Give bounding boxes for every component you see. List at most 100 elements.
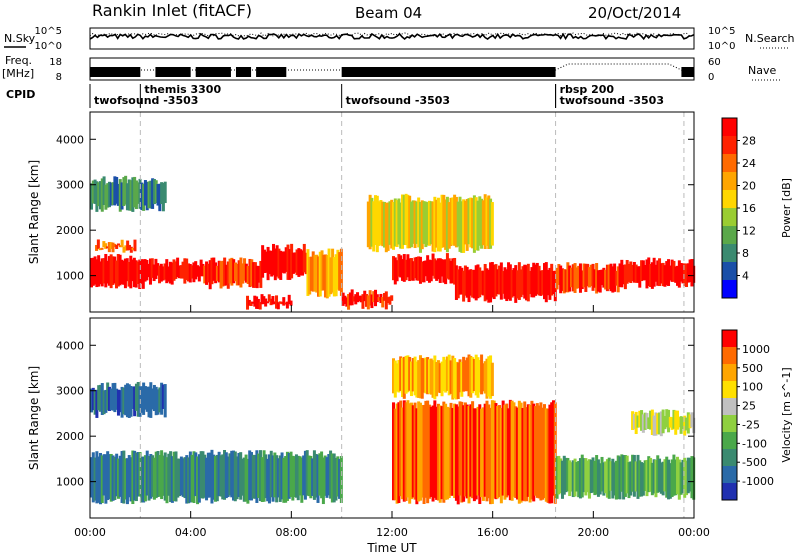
cell-b2-77 (530, 400, 534, 500)
cell-b12-59 (472, 195, 476, 253)
cell-b9-43 (532, 262, 536, 298)
cell-b10-28 (605, 264, 609, 292)
cell-b3-40 (463, 360, 467, 392)
cell-b8-16 (420, 261, 424, 283)
cell-b2-10 (409, 402, 413, 500)
cpid-segment-label-1: themis 3300 (144, 83, 221, 96)
cell-b2-28 (196, 265, 200, 277)
cell-b12-49 (454, 196, 458, 248)
cell-b8-26 (438, 258, 442, 283)
cell-b12-69 (490, 202, 494, 246)
cell-b4-7 (273, 248, 277, 281)
cell-b3-29 (255, 265, 259, 289)
colorbar-swatch-2 (722, 364, 737, 382)
cell-b11-20 (654, 264, 658, 282)
date-title: 20/Oct/2014 (588, 4, 681, 22)
cell-b0-84 (241, 458, 244, 496)
cell-b5-20 (667, 409, 671, 433)
cell-b13-14 (115, 176, 119, 204)
cell-b4-57 (658, 458, 662, 492)
cell-b2-67 (512, 402, 516, 497)
cell-b7-12 (363, 290, 367, 302)
cell-b0-113 (293, 456, 297, 498)
y-tick-label-3: 4000 (56, 339, 84, 352)
cell-b2-16 (174, 261, 178, 279)
cell-b5-15 (658, 412, 662, 435)
cell-b10-3 (560, 268, 564, 291)
cell-b12-36 (431, 201, 435, 252)
cell-b4-39 (625, 455, 629, 494)
cell-b3-53 (487, 356, 491, 397)
cell-b9-1 (456, 269, 460, 299)
cell-b5-17 (661, 409, 665, 434)
cell-b2-21 (183, 258, 187, 284)
cell-b1-25 (134, 383, 138, 411)
cell-b8-30 (445, 253, 449, 279)
cell-b0-74 (223, 449, 227, 500)
cell-b2-41 (465, 404, 469, 499)
cell-b5-14 (271, 296, 275, 305)
cell-b13-2 (93, 179, 97, 204)
cell-b5-24 (289, 300, 293, 306)
cell-b0-108 (284, 456, 288, 503)
cell-b4-59 (661, 461, 665, 496)
cell-b0-1 (91, 257, 95, 286)
cell-b0-63 (203, 454, 207, 498)
colorbar-swatch-4 (722, 398, 737, 416)
cell-b4-24 (304, 252, 308, 275)
cell-b5-21 (668, 416, 672, 428)
cell-b3-24 (246, 266, 250, 285)
cell-b5-31 (686, 412, 690, 434)
cell-b1-7 (102, 390, 106, 415)
cell-b12-0 (366, 201, 370, 248)
cell-b4-17 (586, 460, 590, 493)
cell-b4-13 (284, 247, 288, 272)
cell-b0-119 (303, 450, 307, 500)
cell-b9-47 (539, 270, 543, 296)
cell-b7-10 (359, 295, 363, 303)
cell-b9-8 (469, 269, 473, 296)
data-cells (90, 354, 696, 505)
cell-b5-2 (249, 301, 253, 306)
cell-b0-2 (93, 256, 97, 285)
cell-b4-19 (295, 249, 299, 276)
cell-b0-128 (320, 451, 324, 499)
cell-b2-80 (535, 403, 539, 498)
cell-b12-26 (413, 200, 417, 249)
cell-b4-9 (277, 248, 281, 279)
cell-b2-27 (194, 261, 198, 280)
cell-b2-3 (397, 402, 401, 504)
y-tick-label-0: 1000 (56, 270, 84, 283)
cell-b2-35 (454, 404, 458, 501)
cell-b5-12 (652, 415, 656, 436)
cell-b1-21 (127, 384, 131, 418)
cell-b0-79 (232, 450, 236, 501)
cell-b11-3 (623, 264, 627, 290)
cell-b9-12 (476, 264, 480, 299)
cell-b11-26 (665, 261, 669, 286)
cell-b0-89 (249, 452, 253, 501)
cell-b0-41 (163, 452, 167, 501)
cell-b2-4 (152, 264, 156, 282)
cell-b0-54 (187, 457, 191, 504)
cell-b12-54 (463, 200, 467, 245)
cell-b3-50 (481, 363, 485, 392)
cell-b0-120 (305, 450, 309, 496)
cell-b1-24 (133, 386, 137, 417)
y-tick-label-2: 3000 (56, 385, 84, 398)
cell-b10-19 (589, 264, 593, 287)
cell-b8-27 (440, 259, 444, 277)
cell-b8-21 (429, 260, 433, 282)
cell-b2-7 (404, 402, 408, 501)
cell-b3-30 (445, 356, 449, 391)
cell-b3-29 (444, 359, 448, 393)
cell-b10-6 (566, 262, 570, 293)
cell-b2-86 (546, 408, 550, 503)
cell-b2-13 (168, 261, 172, 284)
cell-b3-49 (480, 354, 484, 395)
cell-b0-17 (120, 259, 124, 285)
cell-b9-0 (454, 265, 458, 300)
cell-b6-16 (334, 254, 338, 297)
cell-b2-3 (150, 258, 154, 278)
